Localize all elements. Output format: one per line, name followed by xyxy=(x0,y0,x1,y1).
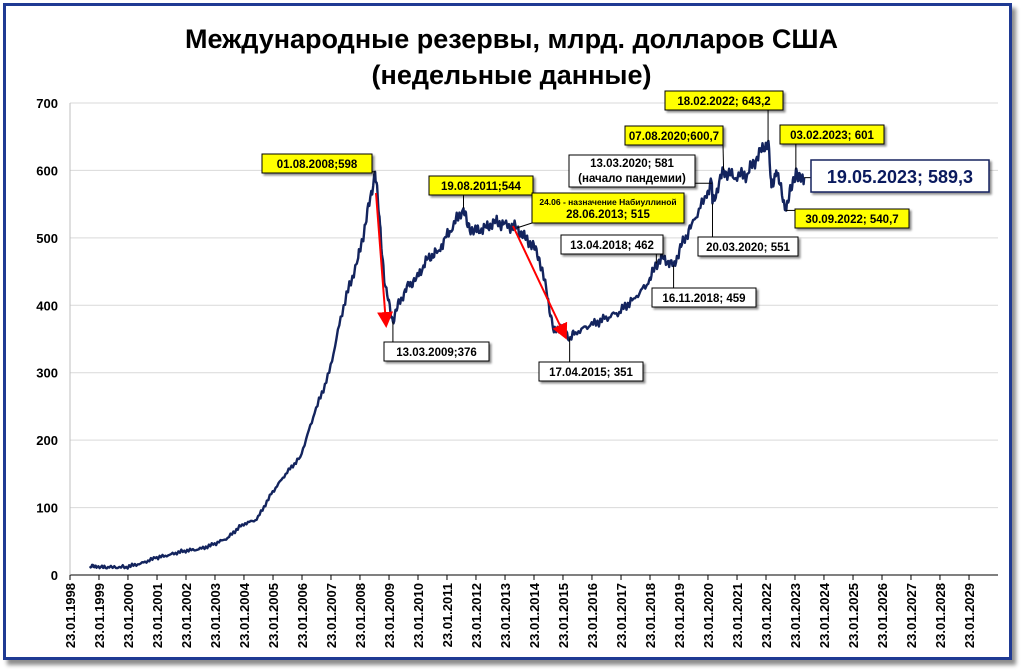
annotation-label: 03.02.2023; 601 xyxy=(790,130,874,142)
y-tick-label: 500 xyxy=(36,231,58,246)
x-tick-label: 23.01.2023 xyxy=(788,583,803,648)
annotation-label: 28.06.2013; 515 xyxy=(566,209,650,221)
x-tick-label: 23.01.2014 xyxy=(527,582,542,648)
x-tick-label: 23.01.2013 xyxy=(498,583,513,648)
annotation-leader xyxy=(722,144,725,170)
annotation-label: 19.08.2011;544 xyxy=(441,181,522,193)
x-tick-label: 23.01.2026 xyxy=(875,583,890,648)
x-tick-label: 23.01.2009 xyxy=(382,583,397,648)
annotation-box xyxy=(531,192,685,224)
y-tick-label: 100 xyxy=(36,501,58,516)
x-tick-label: 23.01.2016 xyxy=(585,583,600,648)
x-tick-label: 23.01.2025 xyxy=(846,583,861,648)
x-tick-label: 23.01.2024 xyxy=(817,582,832,648)
annotation-label: 13.03.2020; 581 xyxy=(590,158,674,170)
annotation-box xyxy=(779,124,885,145)
annotation-label: 18.02.2022; 643,2 xyxy=(677,96,770,108)
chart-title-line1: Международные резервы, млрд. долларов СШ… xyxy=(184,24,839,54)
annotation-label: 07.08.2020;600,7 xyxy=(629,131,719,143)
y-tick-label: 400 xyxy=(36,298,58,313)
x-tick-label: 23.01.2028 xyxy=(933,583,948,648)
x-tick-label: 23.01.1999 xyxy=(92,583,107,648)
annotation-box xyxy=(428,175,534,196)
annotation-label: 01.08.2008;598 xyxy=(277,159,358,171)
x-tick-label: 23.01.2007 xyxy=(324,583,339,648)
annotation-box xyxy=(697,236,799,257)
x-tick-label: 23.01.2008 xyxy=(353,583,368,648)
x-tick-label: 23.01.2010 xyxy=(411,583,426,648)
y-tick-label: 700 xyxy=(36,96,58,111)
x-tick-label: 23.01.2017 xyxy=(614,583,629,648)
decline-arrow-2013 xyxy=(512,225,568,340)
chart-title-line2: (недельные данные) xyxy=(371,60,652,90)
x-tick-label: 23.01.2004 xyxy=(237,582,252,648)
x-tick-label: 23.01.2006 xyxy=(295,583,310,648)
annotation-label: 24.06 - назначение Набиуллиной xyxy=(539,197,676,207)
x-tick-label: 23.01.2001 xyxy=(150,583,165,648)
y-tick-label: 300 xyxy=(36,366,58,381)
annotation-leader xyxy=(517,222,533,229)
annotation-label: 13.03.2009;376 xyxy=(396,347,477,359)
annotation-label: 20.03.2020; 551 xyxy=(706,242,790,254)
x-tick-label: 23.01.2018 xyxy=(643,583,658,648)
x-tick-label: 23.01.2027 xyxy=(904,583,919,648)
annotation-box xyxy=(794,208,910,229)
annotation-box xyxy=(624,125,724,146)
y-tick-label: 200 xyxy=(36,433,58,448)
x-tick-label: 23.01.2012 xyxy=(469,583,484,648)
x-tick-label: 23.01.2003 xyxy=(208,583,223,648)
x-tick-label: 23.01.1998 xyxy=(63,583,78,648)
annotation-label: 19.05.2023; 589,3 xyxy=(827,167,973,187)
annotation-box xyxy=(810,159,990,193)
annotation-label: 16.11.2018; 459 xyxy=(662,293,745,305)
annotation-box xyxy=(651,287,757,308)
annotation-box xyxy=(261,153,373,174)
x-tick-label: 23.01.2015 xyxy=(556,583,571,648)
x-tick-label: 23.01.2000 xyxy=(121,583,136,648)
annotation-label: 17.04.2015; 351 xyxy=(549,367,633,379)
decline-arrow-2008 xyxy=(375,192,394,328)
x-tick-label: 23.01.2020 xyxy=(701,583,716,648)
annotation-box xyxy=(568,154,696,188)
annotation-box xyxy=(664,90,784,111)
annotation-label: (начало пандемии) xyxy=(578,173,686,185)
annotation-box xyxy=(383,341,490,362)
x-tick-label: 23.01.2002 xyxy=(179,583,194,648)
x-tick-label: 23.01.2011 xyxy=(440,583,455,647)
x-tick-label: 23.01.2021 xyxy=(730,583,745,648)
x-tick-label: 23.01.2005 xyxy=(266,583,281,648)
chart-frame xyxy=(3,3,1012,660)
reserves-series-line xyxy=(88,139,806,570)
annotation-box xyxy=(560,234,664,255)
annotation-label: 13.04.2018; 462 xyxy=(570,240,654,252)
y-tick-label: 0 xyxy=(51,568,58,583)
annotation-label: 30.09.2022; 540,7 xyxy=(805,214,898,226)
x-tick-label: 23.01.2029 xyxy=(962,583,977,648)
x-tick-label: 23.01.2019 xyxy=(672,583,687,648)
annotation-box xyxy=(538,361,644,382)
y-tick-label: 600 xyxy=(36,163,58,178)
x-tick-label: 23.01.2022 xyxy=(759,583,774,648)
